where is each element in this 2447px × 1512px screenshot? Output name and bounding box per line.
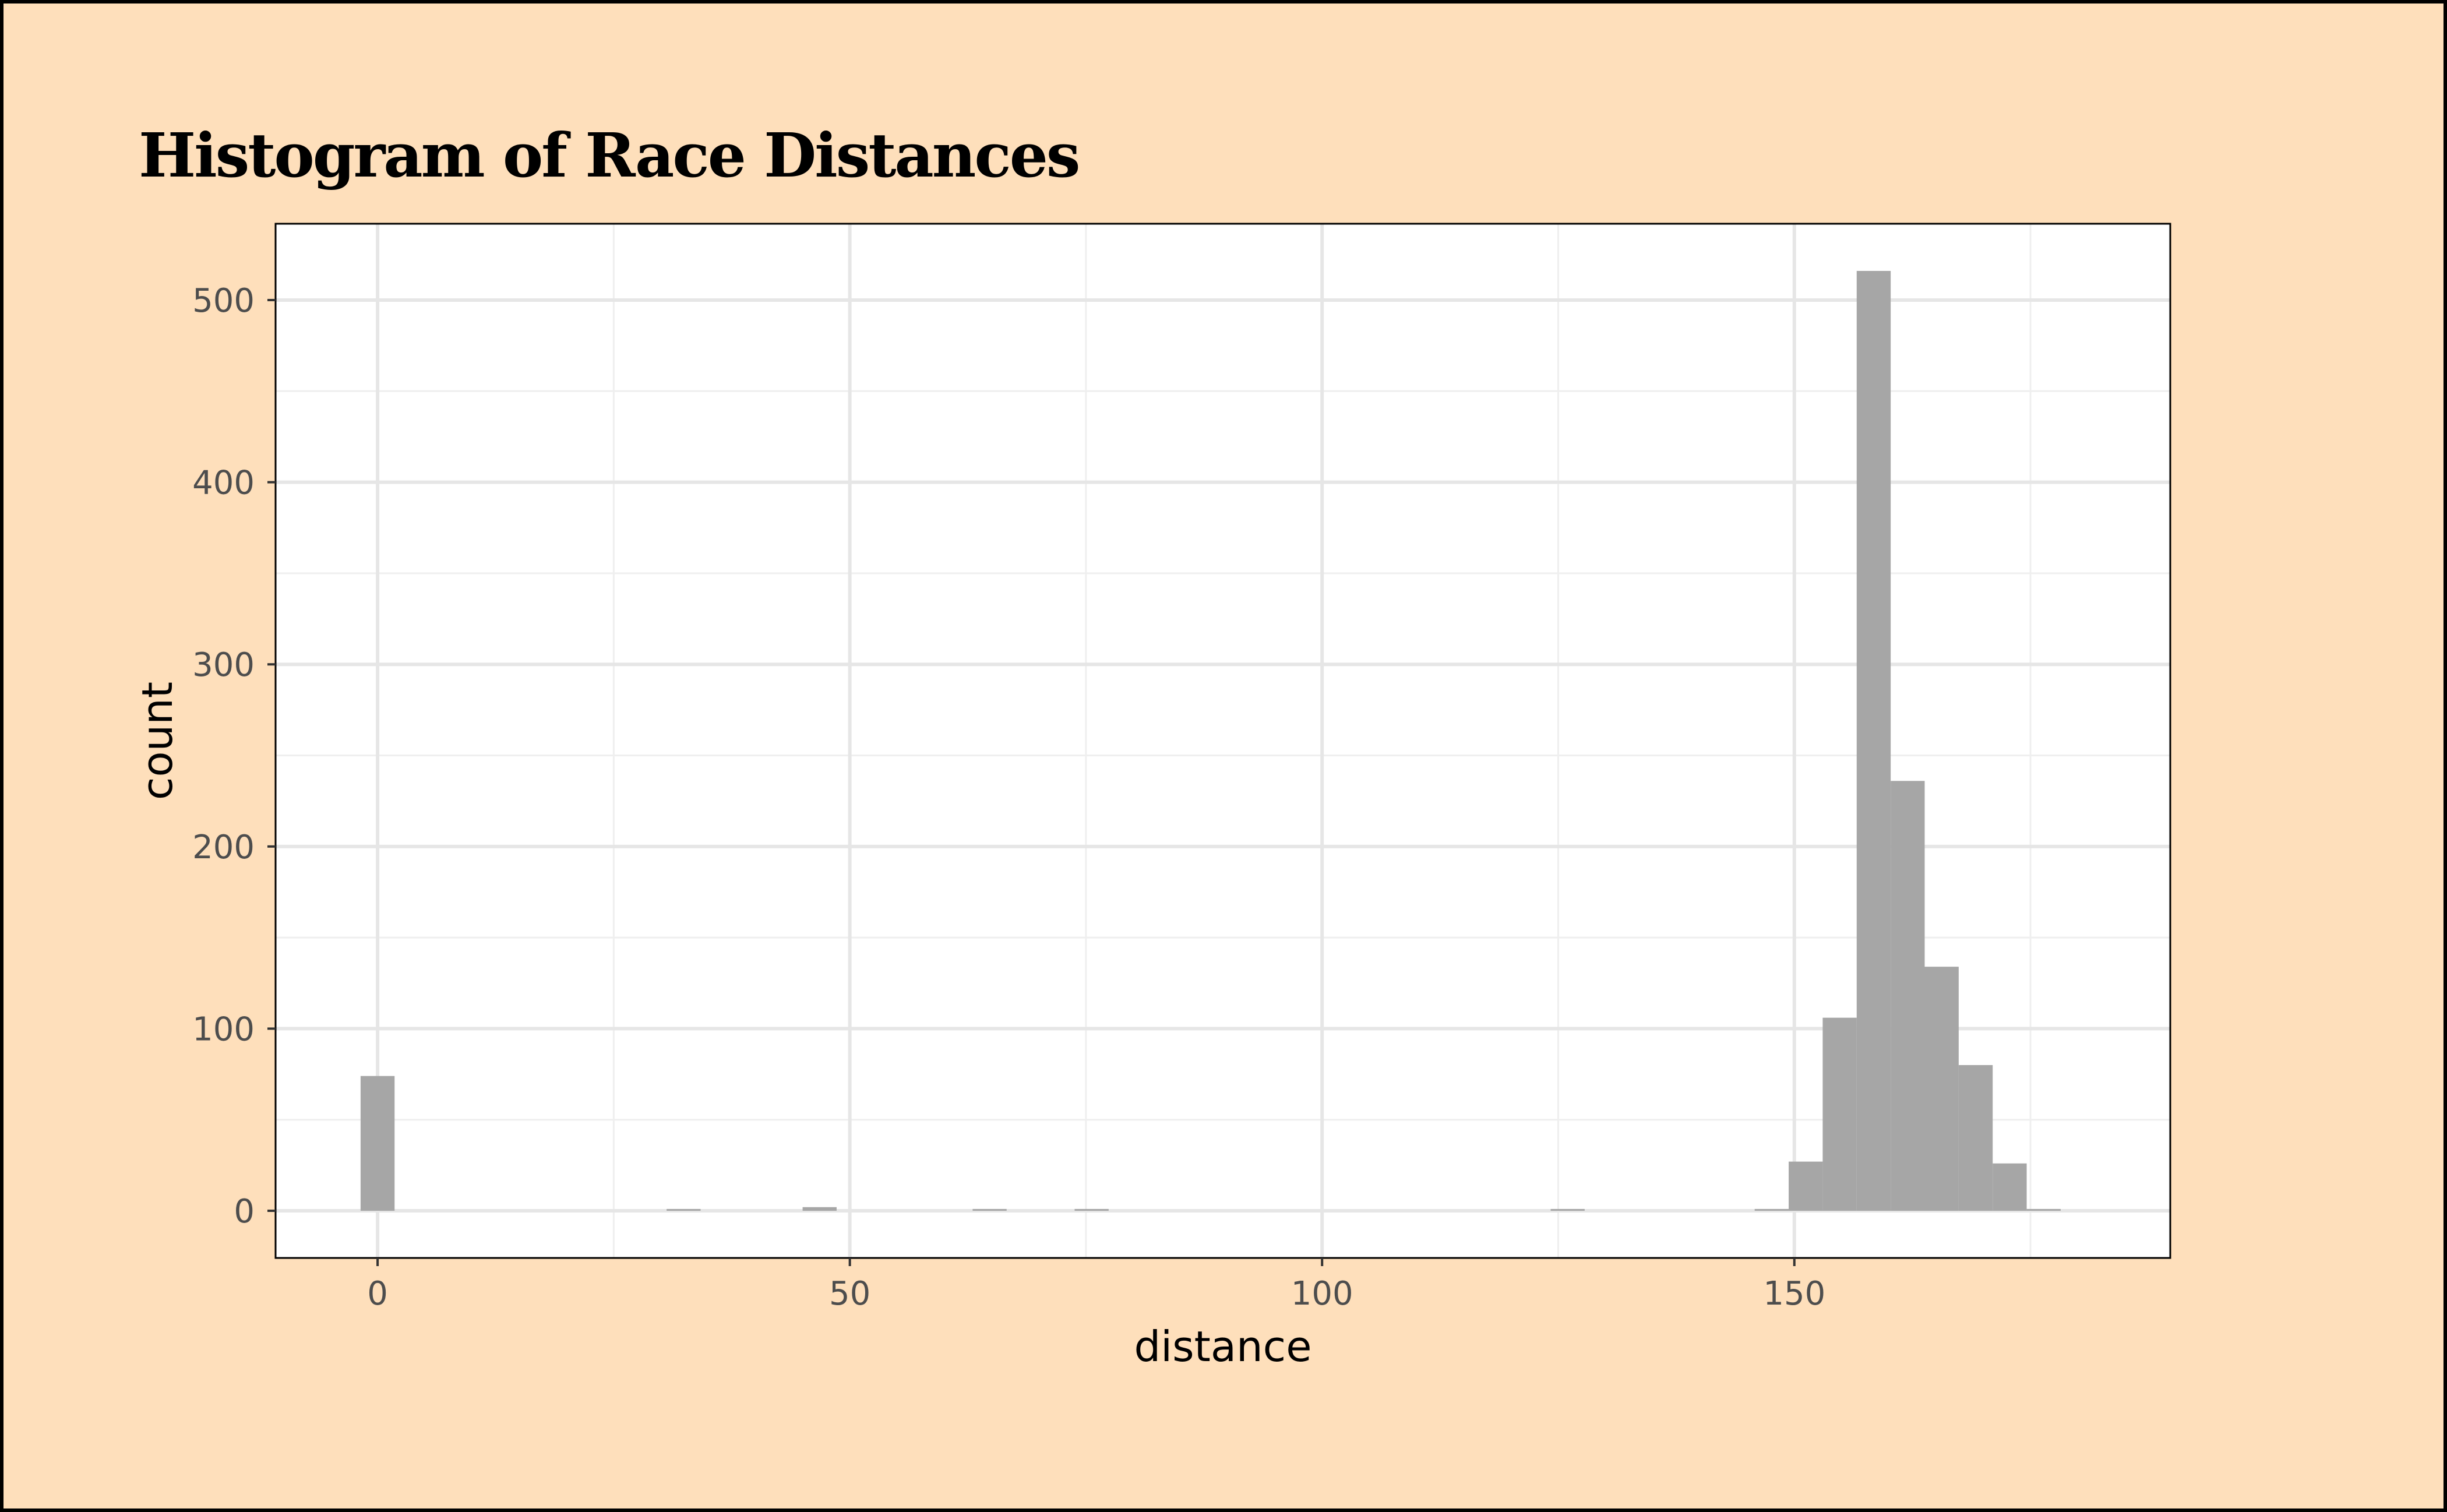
histogram-bars	[360, 270, 2061, 1211]
x-tick-label: 0	[367, 1275, 388, 1313]
histogram-bar	[2026, 1208, 2061, 1211]
histogram-bar	[802, 1207, 837, 1211]
histogram-bar	[1958, 1065, 1993, 1211]
histogram-bar	[1550, 1208, 1585, 1211]
x-tick-label: 150	[1763, 1275, 1825, 1313]
histogram-bar	[1856, 270, 1891, 1211]
minor-gridlines	[276, 224, 2170, 1258]
chart-title: Histogram of Race Distances	[139, 119, 1080, 191]
y-tick-label: 0	[234, 1193, 255, 1231]
histogram-bar	[1822, 1017, 1857, 1211]
x-axis-title: distance	[1134, 1322, 1311, 1371]
histogram-bar	[360, 1076, 395, 1211]
histogram-bar	[1891, 781, 1925, 1211]
y-axis-ticks: 0 100 200 300 400 500	[192, 282, 276, 1231]
y-axis-title: count	[133, 682, 182, 800]
histogram-bar	[1754, 1208, 1789, 1211]
x-tick-label: 100	[1291, 1275, 1353, 1313]
x-axis-ticks: 0 50 100 150	[367, 1258, 1825, 1313]
x-tick-label: 50	[829, 1275, 870, 1313]
histogram-bar	[1993, 1163, 2027, 1211]
plot-panel-border	[274, 223, 2171, 1259]
y-tick-label: 300	[192, 646, 255, 684]
histogram-bar	[1789, 1161, 1823, 1211]
y-tick-label: 100	[192, 1010, 255, 1048]
histogram-bar	[1924, 967, 1959, 1211]
histogram-bar	[1074, 1208, 1109, 1211]
y-tick-label: 200	[192, 829, 255, 866]
y-tick-label: 500	[192, 282, 255, 320]
histogram-bar	[667, 1208, 701, 1211]
y-tick-label: 400	[192, 464, 255, 502]
histogram-bar	[972, 1208, 1007, 1211]
